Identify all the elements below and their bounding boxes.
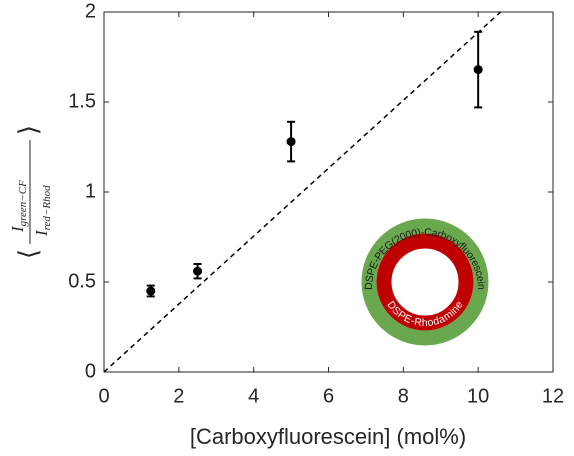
denominator-sub: red−Rhod bbox=[41, 185, 53, 230]
point bbox=[286, 137, 296, 147]
y-axis-label: ⟨ ⟩ Igreen−CF Ired−Rhod bbox=[8, 125, 53, 259]
x-tick-label: 0 bbox=[98, 385, 109, 407]
plot-frame bbox=[103, 11, 554, 373]
point bbox=[473, 65, 483, 75]
numerator: Igreen−CF bbox=[8, 180, 29, 233]
inner-ring bbox=[376, 233, 474, 331]
x-tick-label: 12 bbox=[542, 385, 564, 407]
numerator-sub: green−CF bbox=[17, 180, 29, 226]
x-tick-label: 8 bbox=[398, 385, 409, 407]
y-bracket-right: ⟩ bbox=[13, 125, 43, 135]
y-tick-label: 1.5 bbox=[68, 90, 96, 112]
outer-ring bbox=[361, 218, 489, 346]
numerator-main: I bbox=[8, 225, 27, 233]
y-tick-label: 1 bbox=[85, 180, 96, 202]
denominator: Ired−Rhod bbox=[32, 185, 53, 237]
denominator-main: I bbox=[32, 229, 51, 237]
x-tick-label: 10 bbox=[467, 385, 489, 407]
ring-diagram: DSPE-PEG(2000)-Carboxyfluorescein DSPE-R… bbox=[361, 218, 489, 346]
point bbox=[146, 286, 156, 296]
x-tick-label: 2 bbox=[173, 385, 184, 407]
y-tick-label: 0.5 bbox=[68, 270, 96, 292]
y-tick-label: 2 bbox=[85, 0, 96, 22]
y-tick-label: 0 bbox=[85, 360, 96, 382]
x-axis-label: [Carboxyfluorescein] (mol%) bbox=[190, 424, 466, 449]
point bbox=[193, 266, 203, 276]
x-tick-label: 4 bbox=[248, 385, 259, 407]
y-bracket-left: ⟨ bbox=[13, 249, 43, 259]
x-tick-label: 6 bbox=[323, 385, 334, 407]
